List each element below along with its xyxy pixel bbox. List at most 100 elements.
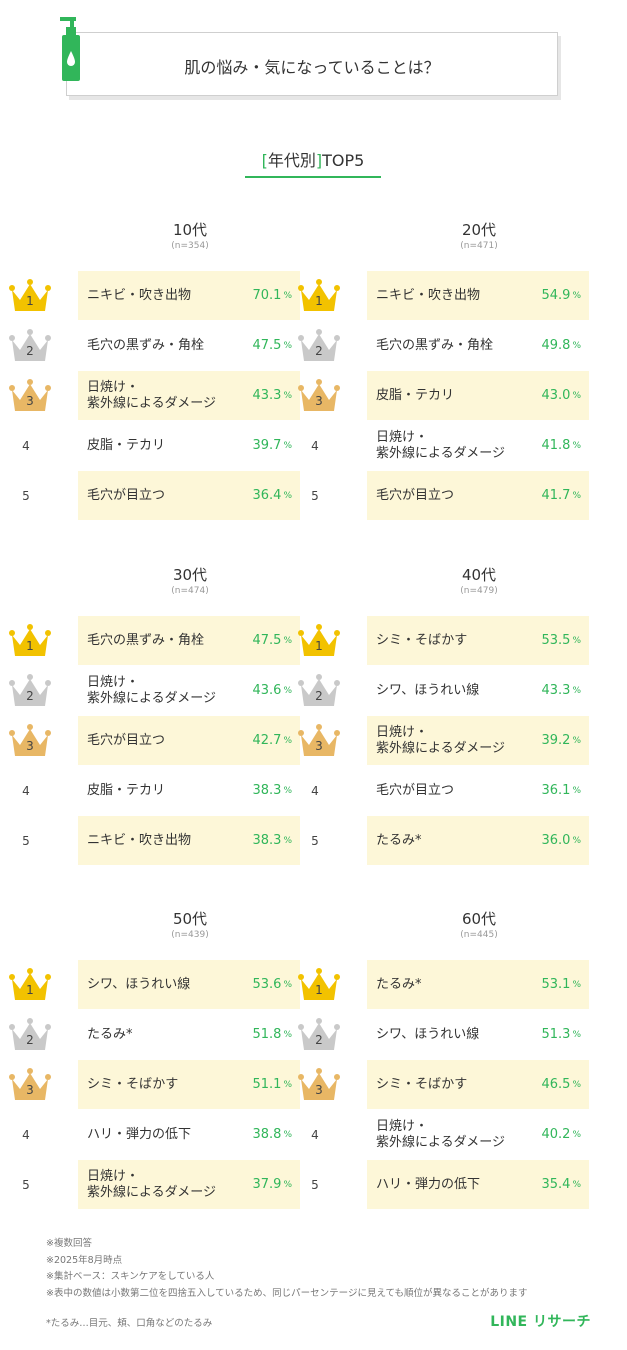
value-unit: % — [283, 390, 292, 401]
value-number: 35.4 — [541, 1177, 571, 1192]
ranking-cell: 日焼け・ 紫外線によるダメージ 41.8% — [367, 421, 589, 470]
ranking-row: シミ・そばかす 46.5% 3 — [289, 1060, 589, 1109]
ranking-cell: 毛穴の黒ずみ・角栓 47.5% — [78, 321, 300, 370]
item-label: 皮脂・テカリ — [87, 782, 166, 798]
ranking-row: シミ・そばかす 53.5% 1 — [289, 616, 589, 665]
value-unit: % — [572, 785, 581, 796]
item-value: 51.3% — [541, 1010, 581, 1059]
sub-heading-suffix: TOP5 — [322, 151, 365, 170]
silver-crown-icon — [0, 666, 60, 715]
bracket-open: [ — [261, 151, 268, 170]
item-label: たるみ* — [376, 832, 422, 848]
note-line: ※2025年8月時点 — [46, 1254, 123, 1266]
ranking-cell: 毛穴が目立つ 41.7% — [367, 471, 589, 520]
value-number: 49.8 — [541, 338, 571, 353]
ranking-row: たるみ* 53.1% 1 — [289, 960, 589, 1009]
ranking-cell: 日焼け・ 紫外線によるダメージ 40.2% — [367, 1110, 589, 1159]
item-value: 38.8% — [252, 1110, 292, 1159]
ranking-cell: 皮脂・テカリ 38.3% — [78, 766, 300, 815]
item-label: シワ、ほうれい線 — [87, 976, 191, 992]
value-number: 37.9 — [252, 1177, 282, 1192]
ranking-cell: シワ、ほうれい線 43.3% — [367, 666, 589, 715]
item-value: 38.3% — [252, 816, 292, 865]
value-number: 70.1 — [252, 288, 282, 303]
rank-number: 1 — [26, 982, 34, 997]
value-number: 38.3 — [252, 833, 282, 848]
item-value: 42.7% — [252, 716, 292, 765]
age-group: 20代 (n=471) ニキビ・吹き出物 54.9% 1 毛穴の黒ずみ・角栓 49.8% 2 皮… — [289, 219, 589, 521]
value-number: 36.0 — [541, 833, 571, 848]
rank-number: 2 — [26, 688, 34, 703]
value-unit: % — [283, 835, 292, 846]
rank-number: 2 — [26, 1032, 34, 1047]
group-header: 60代 (n=445) — [289, 908, 589, 940]
item-value: 36.1% — [541, 766, 581, 815]
value-number: 40.2 — [541, 1127, 571, 1142]
item-label: ハリ・弾力の低下 — [87, 1126, 192, 1142]
silver-crown-icon — [289, 1010, 349, 1059]
note-line: ※複数回答 — [46, 1238, 92, 1249]
item-value: 35.4% — [541, 1160, 581, 1209]
item-label: 日焼け・ 紫外線によるダメージ — [87, 674, 216, 706]
rank-number: 5 — [311, 833, 319, 848]
item-label: ニキビ・吹き出物 — [376, 287, 481, 303]
ranking-row: ニキビ・吹き出物 54.9% 1 — [289, 271, 589, 320]
bronze-crown-icon — [0, 371, 60, 420]
item-value: 43.0% — [541, 371, 581, 420]
value-unit: % — [283, 490, 292, 501]
item-label: ハリ・弾力の低下 — [376, 1176, 481, 1192]
group-sample-size: (n=445) — [460, 930, 498, 940]
value-number: 36.1 — [541, 783, 571, 798]
rank-number: 5 — [22, 833, 30, 848]
value-number: 47.5 — [252, 633, 282, 648]
ranking-cell: 毛穴の黒ずみ・角栓 49.8% — [367, 321, 589, 370]
item-label: たるみ* — [87, 1026, 133, 1042]
ranking-cell: シワ、ほうれい線 51.3% — [367, 1010, 589, 1059]
title-box: 肌の悩み・気になっていることは？ — [66, 32, 558, 96]
silver-crown-icon — [289, 666, 349, 715]
ranking-row: ニキビ・吹き出物 38.3% 5 — [0, 816, 300, 865]
item-label: 毛穴が目立つ — [376, 782, 455, 798]
ranking-row: 日焼け・ 紫外線によるダメージ 39.2% 3 — [289, 716, 589, 765]
group-header: 30代 (n=474) — [0, 564, 300, 596]
value-unit: % — [572, 440, 581, 451]
value-number: 51.8 — [252, 1027, 282, 1042]
ranking-row: シワ、ほうれい線 53.6% 1 — [0, 960, 300, 1009]
item-value: 70.1% — [252, 271, 292, 320]
rank-number: 5 — [22, 488, 30, 503]
ranking-row: シワ、ほうれい線 43.3% 2 — [289, 666, 589, 715]
silver-crown-icon — [0, 1010, 60, 1059]
value-number: 43.6 — [252, 683, 282, 698]
item-label: ニキビ・吹き出物 — [87, 832, 192, 848]
group-sample-size: (n=474) — [171, 586, 209, 596]
item-label: たるみ* — [376, 976, 422, 992]
group-sample-size: (n=354) — [171, 241, 209, 251]
rank-number: 1 — [315, 638, 323, 653]
group-header: 20代 (n=471) — [289, 219, 589, 251]
bronze-crown-icon — [289, 716, 349, 765]
value-unit: % — [572, 735, 581, 746]
value-unit: % — [283, 735, 292, 746]
item-label: 日焼け・ 紫外線によるダメージ — [376, 724, 505, 756]
rank-number: 3 — [26, 393, 34, 408]
gold-crown-icon — [0, 271, 60, 320]
bronze-crown-icon — [289, 1060, 349, 1109]
ranking-row: 毛穴が目立つ 41.7% 5 — [289, 471, 589, 520]
item-label: シワ、ほうれい線 — [376, 1026, 480, 1042]
bronze-crown-icon — [0, 1060, 60, 1109]
ranking-cell: ニキビ・吹き出物 70.1% — [78, 271, 300, 320]
age-group: 60代 (n=445) たるみ* 53.1% 1 シワ、ほうれい線 51.3% 2 シミ・そばか… — [289, 908, 589, 1210]
item-label: 毛穴が目立つ — [376, 487, 455, 503]
ranking-cell: 日焼け・ 紫外線によるダメージ 37.9% — [78, 1160, 300, 1209]
ranking-cell: 日焼け・ 紫外線によるダメージ 39.2% — [367, 716, 589, 765]
item-value: 43.3% — [252, 371, 292, 420]
item-value: 43.3% — [541, 666, 581, 715]
value-unit: % — [572, 1129, 581, 1140]
value-number: 54.9 — [541, 288, 571, 303]
ranking-cell: たるみ* 36.0% — [367, 816, 589, 865]
note-line: ※集計ベース：スキンケアをしている人 — [46, 1271, 215, 1282]
item-value: 38.3% — [252, 766, 292, 815]
item-value: 54.9% — [541, 271, 581, 320]
silver-crown-icon — [0, 321, 60, 370]
item-label: 毛穴が目立つ — [87, 487, 166, 503]
